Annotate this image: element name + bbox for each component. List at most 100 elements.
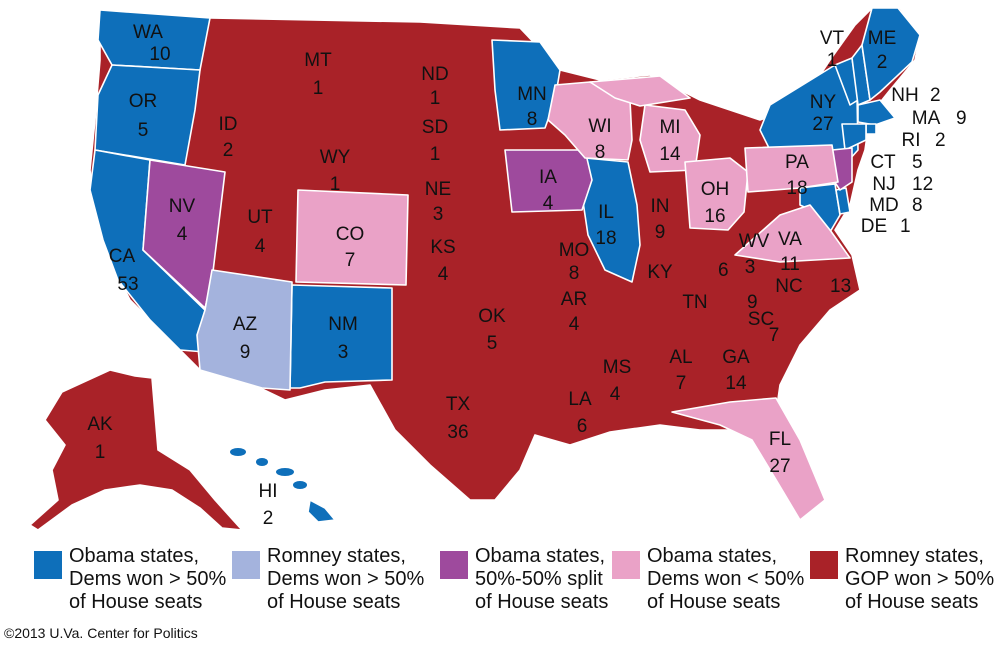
legend-label: Romney states, GOP won > 50% of House seat… xyxy=(845,545,995,613)
state-shape-nm xyxy=(289,284,393,389)
state-shape-co xyxy=(295,189,409,286)
state-seats-sd: 1 xyxy=(430,144,441,165)
state-seats-de: 1 xyxy=(900,216,911,237)
state-shape-or xyxy=(94,64,201,166)
state-seats-or: 5 xyxy=(138,120,149,141)
state-seats-mn: 8 xyxy=(527,109,538,130)
state-seats-id: 2 xyxy=(223,140,234,161)
state-seats-tn: 9 xyxy=(747,292,758,313)
state-label-ky: KY xyxy=(647,262,673,283)
state-seats-al: 7 xyxy=(676,373,687,394)
legend-swatch xyxy=(232,551,260,579)
state-seats-il: 18 xyxy=(595,228,616,249)
state-label-ia: IA xyxy=(539,167,557,188)
state-label-tx: TX xyxy=(446,394,471,415)
state-label-de: DE xyxy=(861,216,887,237)
legend-item-obama-dem-minority: Obama states, Dems won < 50% of House seat… xyxy=(612,545,804,614)
state-label-ms: MS xyxy=(603,357,632,378)
state-label-mi: MI xyxy=(659,117,680,138)
state-shape-mi-upper xyxy=(589,75,691,107)
state-shape-ri xyxy=(865,123,877,135)
state-label-mn: MN xyxy=(517,84,547,105)
state-label-nd: ND xyxy=(421,64,448,85)
legend-item-obama-split: Obama states, 50%-50% split of House seats xyxy=(440,545,608,614)
legend-swatch xyxy=(440,551,468,579)
state-label-ct: CT xyxy=(870,152,896,173)
state-seats-in: 9 xyxy=(655,222,666,243)
state-shape-oh xyxy=(684,157,749,231)
state-seats-nh: 2 xyxy=(930,85,941,106)
state-label-ne: NE xyxy=(425,179,451,200)
state-label-ok: OK xyxy=(478,306,506,327)
state-label-wi: WI xyxy=(588,116,611,137)
state-seats-mt: 1 xyxy=(313,78,324,99)
legend-label: Obama states, 50%-50% split of House seats xyxy=(475,545,609,613)
state-label-mt: MT xyxy=(304,50,332,71)
state-seats-ri: 2 xyxy=(935,130,946,151)
credit: ©2013 U.Va. Center for Politics xyxy=(4,625,198,641)
state-label-nm: NM xyxy=(328,314,358,335)
state-seats-ct: 5 xyxy=(912,152,923,173)
state-seats-mo: 8 xyxy=(569,263,580,284)
legend-label: Obama states, Dems won < 50% of House seat… xyxy=(647,545,805,613)
state-label-nh: NH xyxy=(891,85,918,106)
state-label-wv: WV xyxy=(739,231,770,252)
legend-label: Romney states, Dems won > 50% of House sea… xyxy=(267,545,425,613)
state-seats-sc: 7 xyxy=(769,325,780,346)
state-seats-ok: 5 xyxy=(487,333,498,354)
state-label-nv: NV xyxy=(169,196,196,217)
state-label-id: ID xyxy=(219,114,238,135)
state-seats-oh: 16 xyxy=(704,206,725,227)
state-seats-nd: 1 xyxy=(430,88,441,109)
state-shape-ia xyxy=(504,149,593,213)
state-seats-pa: 18 xyxy=(786,178,807,199)
state-seats-hi: 2 xyxy=(263,508,274,529)
state-seats-co: 7 xyxy=(345,250,356,271)
state-label-vt: VT xyxy=(820,28,845,49)
state-label-md: MD xyxy=(869,195,899,216)
state-label-co: CO xyxy=(336,224,365,245)
state-seats-nv: 4 xyxy=(177,224,188,245)
state-label-sd: SD xyxy=(422,117,448,138)
legend-swatch xyxy=(34,551,62,579)
state-seats-ma: 9 xyxy=(956,108,967,129)
us-house-seats-map: WA10OR5CA53NV4ID2MT1WY1UT4AZ9CO7NM3ND1SD… xyxy=(29,7,967,531)
state-label-oh: OH xyxy=(701,179,730,200)
state-seats-nc: 13 xyxy=(830,276,851,297)
state-label-tn: TN xyxy=(682,292,707,313)
state-seats-ut: 4 xyxy=(255,236,266,257)
state-shape-fl xyxy=(671,397,826,521)
state-shape-az xyxy=(196,269,293,391)
state-shape-ak xyxy=(29,369,243,531)
state-seats-ky: 6 xyxy=(718,260,729,281)
legend-item-romney-dem-majority: Romney states, Dems won > 50% of House sea… xyxy=(232,545,424,614)
state-label-la: LA xyxy=(568,389,592,410)
state-label-ga: GA xyxy=(722,347,750,368)
state-seats-vt: 1 xyxy=(827,50,838,71)
state-shape-pa xyxy=(744,144,839,193)
state-label-ny: NY xyxy=(810,92,837,113)
state-label-ut: UT xyxy=(247,207,273,228)
state-label-hi: HI xyxy=(259,481,278,502)
state-shape-me xyxy=(861,7,921,101)
state-seats-wa: 10 xyxy=(149,44,170,65)
state-label-fl: FL xyxy=(769,429,791,450)
state-label-in: IN xyxy=(651,196,670,217)
state-label-az: AZ xyxy=(233,314,258,335)
state-label-ar: AR xyxy=(561,289,587,310)
legend-swatch xyxy=(612,551,640,579)
legend-item-romney-gop-majority: Romney states, GOP won > 50% of House seat… xyxy=(810,545,994,614)
state-shape-ct xyxy=(841,123,867,151)
state-label-il: IL xyxy=(598,202,614,223)
state-label-ks: KS xyxy=(430,237,455,258)
state-seats-ga: 14 xyxy=(725,373,747,394)
state-seats-ms: 4 xyxy=(610,384,621,405)
state-seats-wy: 1 xyxy=(330,174,341,195)
state-seats-nj: 12 xyxy=(912,174,933,195)
state-shape-ma xyxy=(857,99,896,126)
state-label-wa: WA xyxy=(133,22,163,43)
state-shape-il xyxy=(581,157,641,283)
state-seats-ia: 4 xyxy=(543,193,554,214)
state-shape-hi xyxy=(230,448,336,523)
state-seats-la: 6 xyxy=(577,416,588,437)
